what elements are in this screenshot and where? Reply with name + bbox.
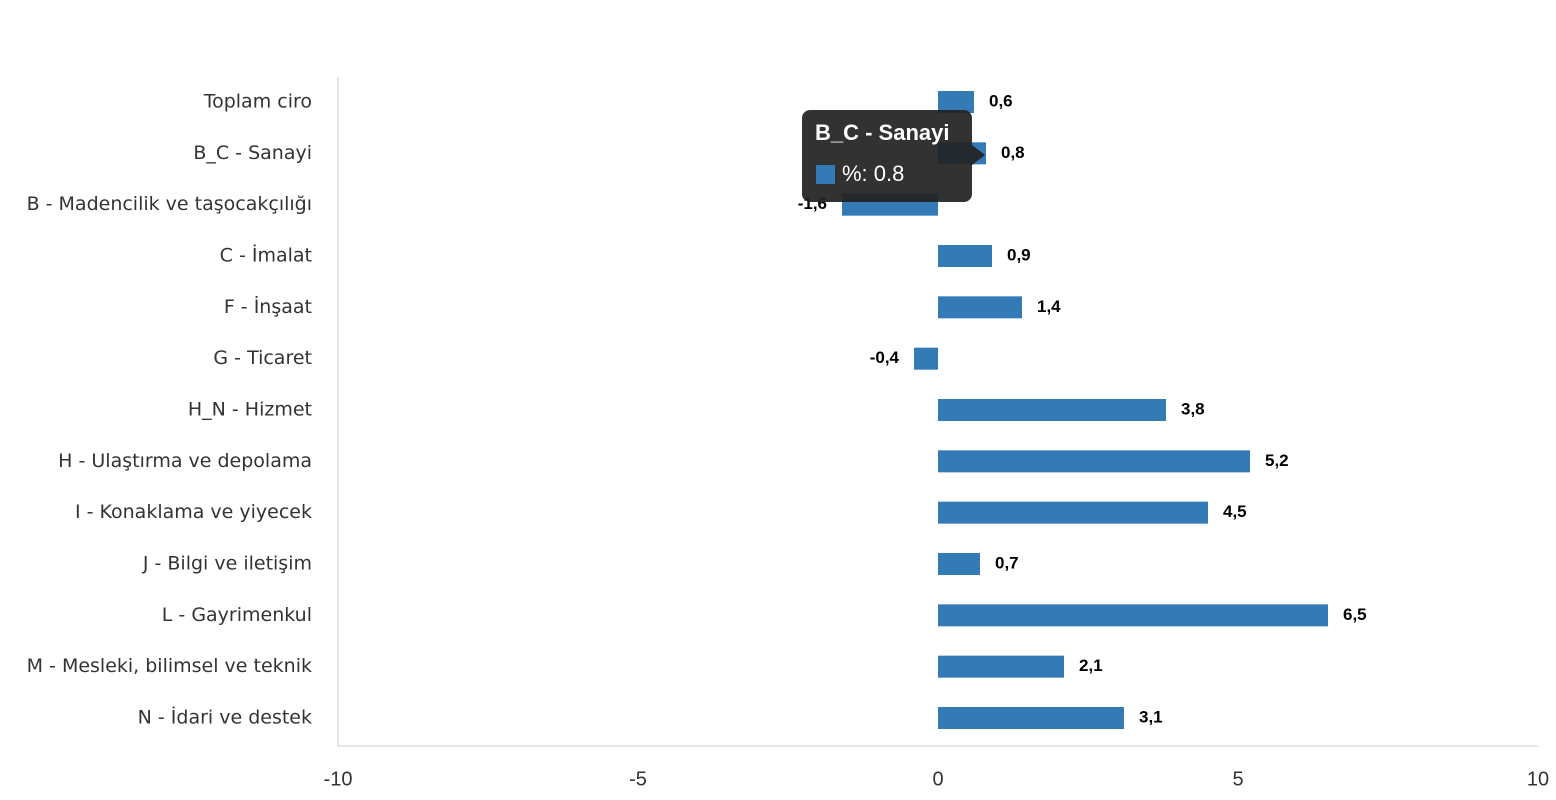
y-tick-label: B - Madencilik ve taşocakçılığı — [27, 193, 312, 215]
y-tick-label: H - Ulaştırma ve depolama — [58, 450, 312, 472]
bar — [938, 707, 1124, 729]
value-label: 1,4 — [1037, 297, 1061, 316]
value-label: 6,5 — [1343, 605, 1367, 624]
bar — [914, 347, 938, 370]
bar — [938, 91, 974, 113]
y-tick-label: F - İnşaat — [224, 295, 312, 318]
y-tick-label: L - Gayrimenkul — [162, 604, 312, 626]
x-tick-label: 10 — [1527, 768, 1549, 790]
bar — [938, 553, 980, 575]
value-label: 0,9 — [1007, 245, 1031, 264]
bar — [938, 399, 1166, 421]
tooltip-arrow — [972, 145, 985, 165]
bar — [938, 245, 992, 267]
bar — [938, 450, 1250, 473]
x-tick-label: 0 — [932, 768, 943, 790]
bar — [938, 296, 1022, 319]
y-tick-label: C - İmalat — [220, 244, 312, 267]
value-label: 0,8 — [1001, 143, 1025, 162]
tooltip: B_C - Sanayi %: 0.8 — [802, 110, 985, 202]
tooltip-swatch — [816, 165, 835, 184]
value-label: 5,2 — [1265, 451, 1289, 470]
y-tick-label: Toplam ciro — [203, 91, 312, 113]
value-label: 0,7 — [995, 553, 1019, 572]
value-label: 3,1 — [1139, 707, 1163, 726]
tooltip-text: %: 0.8 — [842, 161, 904, 186]
x-tick-label: 5 — [1232, 768, 1243, 790]
x-tick-label: -5 — [629, 768, 647, 790]
bar — [938, 501, 1208, 524]
y-tick-label: B_C - Sanayi — [193, 142, 312, 164]
value-label: 0,6 — [989, 91, 1013, 110]
bar — [938, 604, 1328, 627]
value-label: 2,1 — [1079, 656, 1103, 675]
tooltip-box — [802, 110, 972, 202]
y-tick-label: H_N - Hizmet — [188, 399, 312, 421]
y-tick-label: N - İdari ve destek — [138, 706, 312, 729]
bar — [938, 655, 1064, 678]
y-tick-label: J - Bilgi ve iletişim — [142, 553, 312, 575]
tooltip-title: B_C - Sanayi — [815, 120, 950, 145]
y-tick-label: M - Mesleki, bilimsel ve teknik — [27, 655, 312, 677]
value-label: 3,8 — [1181, 399, 1205, 418]
y-tick-label: I - Konaklama ve yiyecek — [75, 501, 312, 523]
value-label: 4,5 — [1223, 502, 1247, 521]
value-label: -0,4 — [870, 348, 900, 367]
y-tick-label: G - Ticaret — [213, 347, 312, 369]
x-tick-label: -10 — [324, 768, 353, 790]
